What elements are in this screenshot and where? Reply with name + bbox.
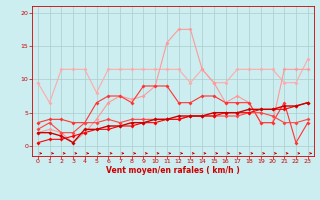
X-axis label: Vent moyen/en rafales ( km/h ): Vent moyen/en rafales ( km/h ) (106, 166, 240, 175)
